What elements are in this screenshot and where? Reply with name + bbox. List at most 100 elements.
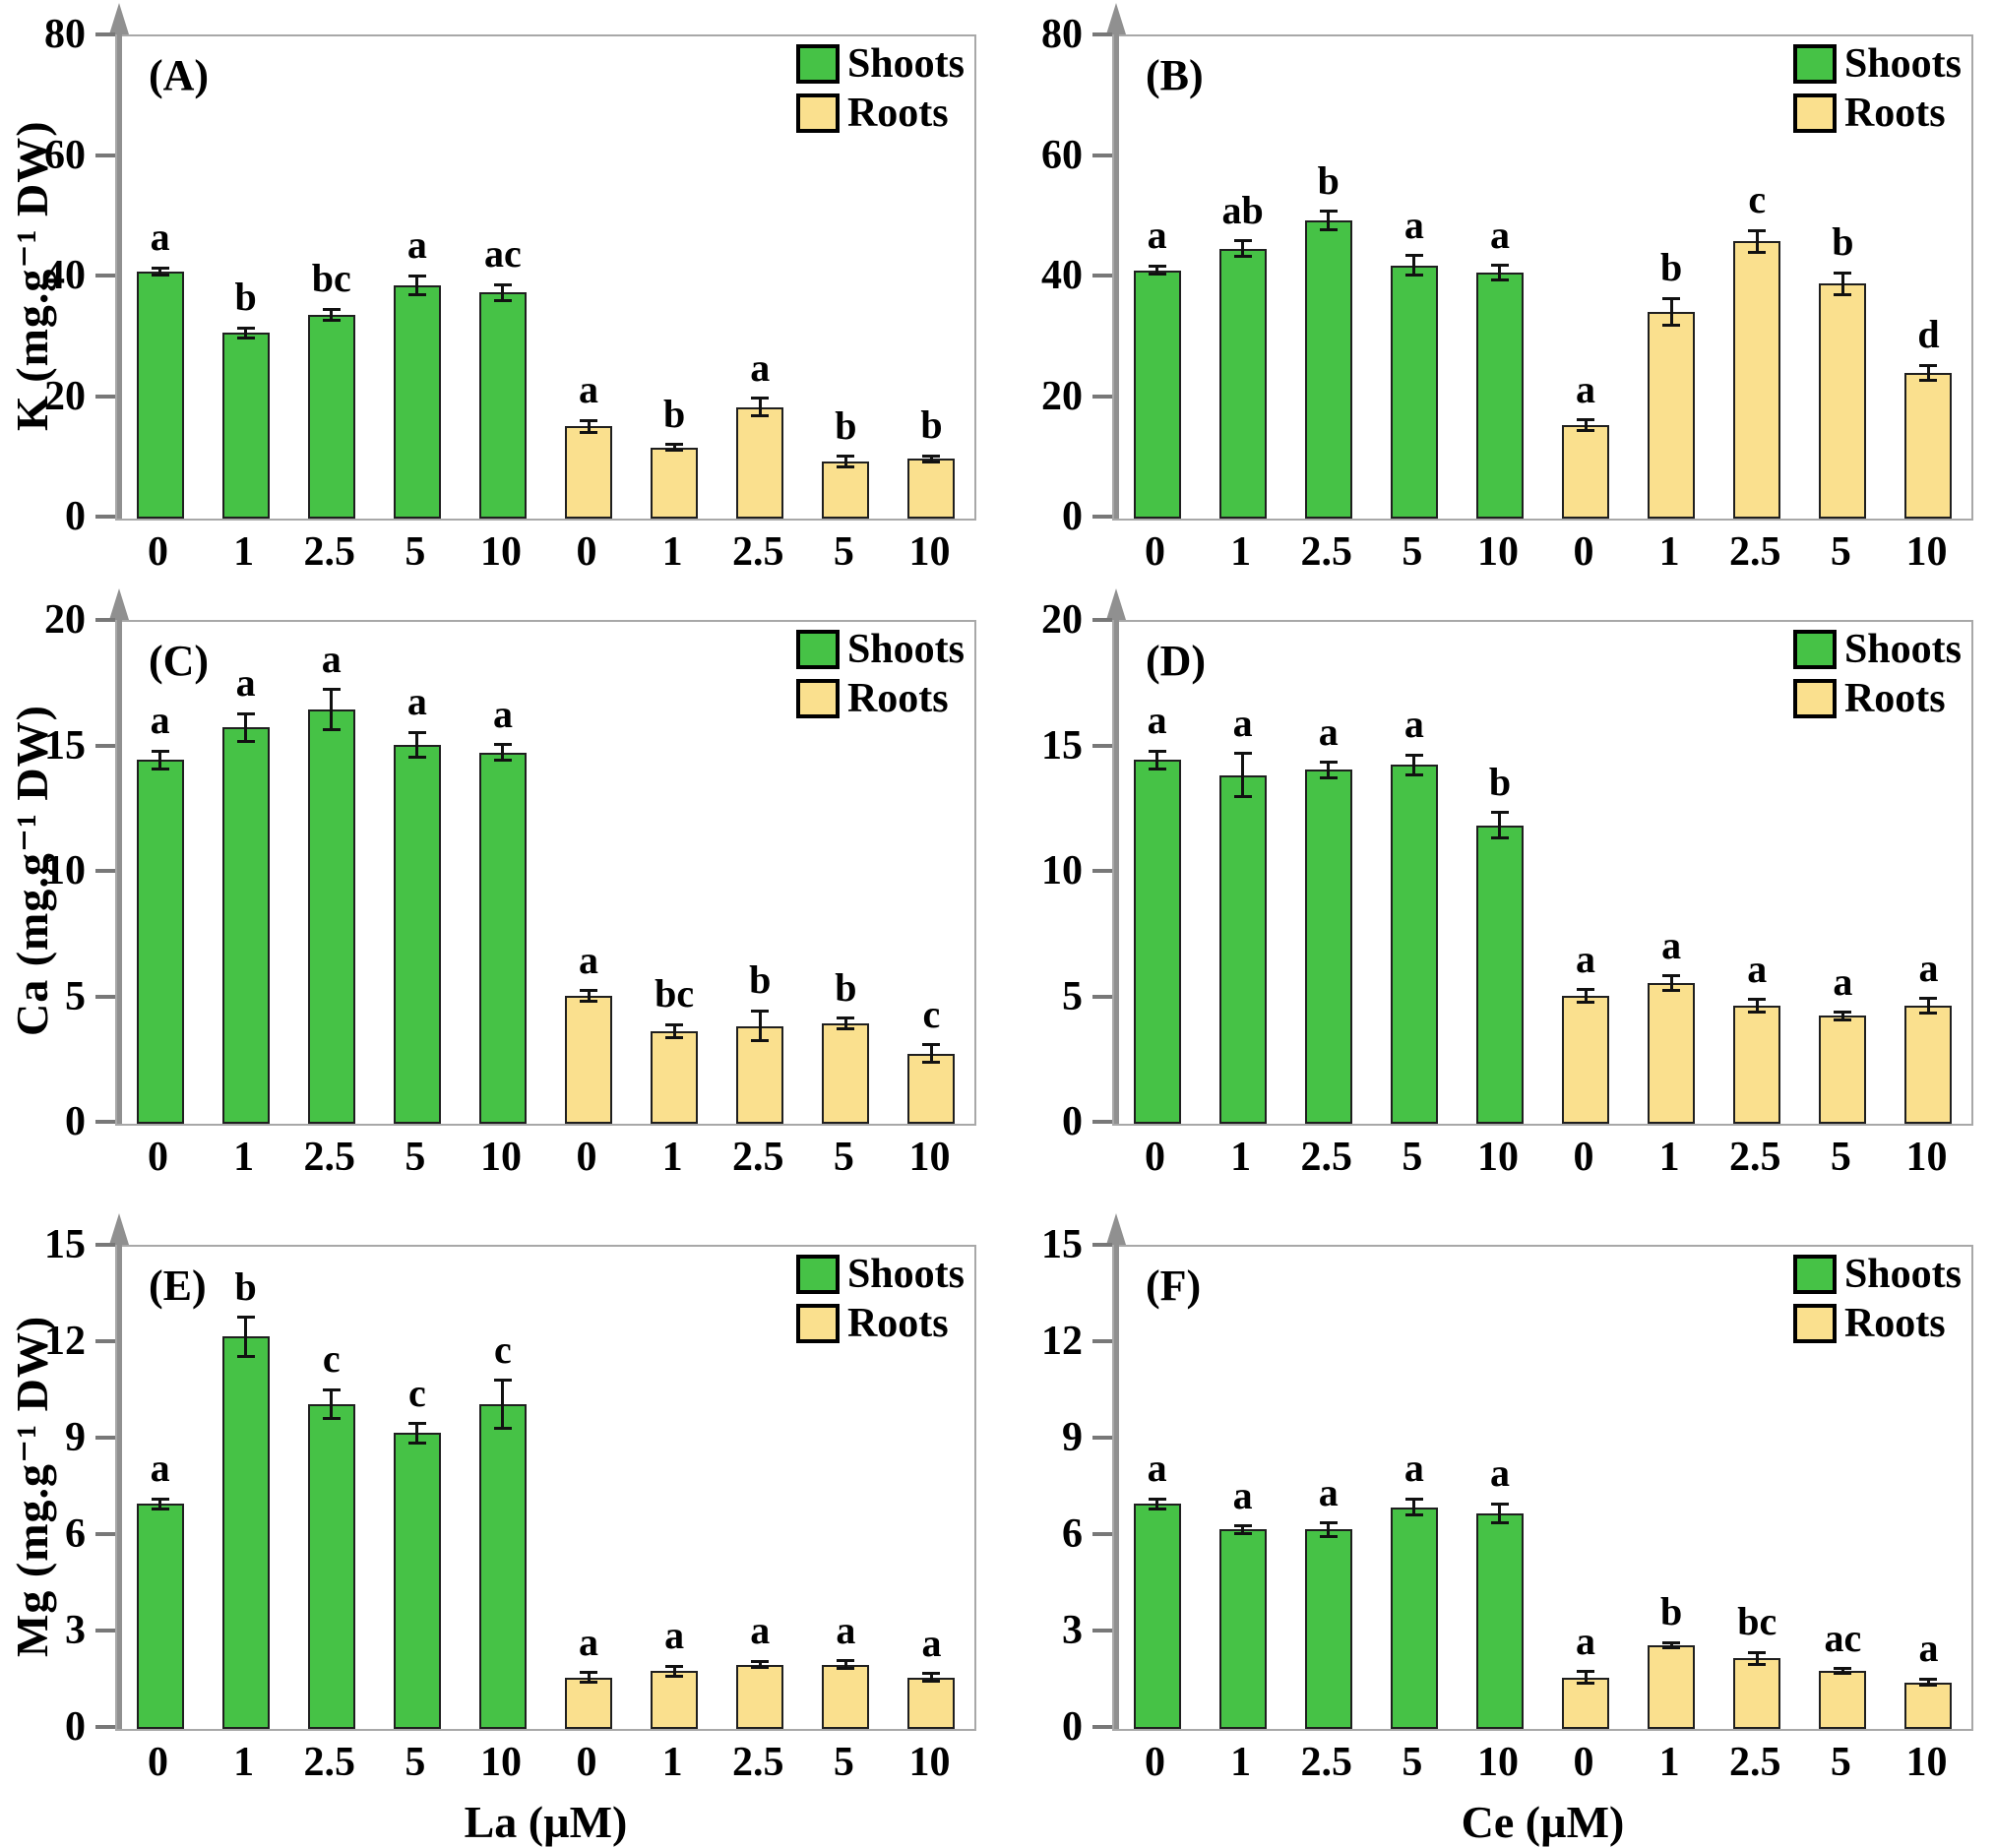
x-tick-label: 10 — [908, 1740, 951, 1785]
error-bar-cap — [1319, 1521, 1338, 1525]
y-tick-label: 3 — [65, 1608, 86, 1653]
sig-letter: c — [322, 1336, 341, 1382]
sig-letter: b — [835, 964, 857, 1010]
sig-letter: a — [1147, 1446, 1167, 1491]
sig-letter: b — [663, 391, 686, 436]
error-bar — [587, 990, 591, 1002]
error-bar-cap — [1490, 1502, 1509, 1506]
sig-letter: a — [1318, 708, 1339, 754]
error-bar — [758, 1011, 762, 1041]
bar-roots-0 — [1562, 425, 1610, 519]
error-bar-cap — [922, 1680, 941, 1684]
error-bar — [758, 398, 762, 416]
bar-shoots-2.5 — [1304, 1529, 1352, 1729]
error-bar-cap — [1748, 1662, 1767, 1666]
error-bar-cap — [665, 449, 684, 453]
error-bar-cap — [922, 1672, 941, 1676]
y-tick-label: 80 — [44, 12, 86, 57]
plot-area: (E) Shoots Roots a b c c c a a a a a — [109, 1213, 976, 1731]
error-bar — [1840, 1012, 1844, 1020]
error-bar-cap — [1148, 264, 1166, 268]
y-tick-label: 0 — [1062, 494, 1083, 539]
sig-letter: b — [1660, 1589, 1683, 1634]
x-tick-label: 1 — [661, 529, 683, 575]
error-bar-cap — [1233, 794, 1252, 798]
y-tick-mark — [1092, 1243, 1112, 1247]
error-bar — [1412, 255, 1416, 276]
error-bar — [1926, 1679, 1930, 1686]
sig-letter: a — [1918, 945, 1939, 990]
sig-letter: a — [1576, 936, 1596, 981]
x-tick-label: 2.5 — [732, 1740, 784, 1785]
bar-roots-5 — [822, 462, 870, 519]
y-tick-label: 15 — [1041, 722, 1083, 769]
error-bar-cap — [151, 266, 169, 270]
y-tick-mark — [95, 394, 115, 399]
error-bar-cap — [1834, 1672, 1852, 1676]
y-axis-line — [117, 32, 122, 519]
error-bar-cap — [580, 1671, 598, 1675]
error-bar-cap — [1148, 1507, 1166, 1510]
error-bar — [1669, 975, 1673, 991]
sig-letter: c — [922, 991, 941, 1036]
x-tick-label: 2.5 — [1729, 529, 1781, 575]
x-tick-label: 1 — [1230, 1740, 1252, 1785]
bar-roots-2.5 — [1733, 241, 1781, 519]
sig-letter: a — [406, 222, 427, 268]
bar-roots-5 — [1819, 1016, 1867, 1124]
error-bar-cap — [665, 1674, 684, 1678]
bar-shoots-1 — [1218, 248, 1267, 519]
error-bar-cap — [580, 418, 598, 422]
error-bar-cap — [1919, 363, 1938, 367]
x-tick-label: 5 — [833, 1135, 854, 1180]
error-bar-cap — [1404, 773, 1423, 777]
error-bar-cap — [1148, 767, 1166, 770]
y-tick-label: 40 — [44, 253, 86, 298]
x-tick-label: 10 — [1476, 1135, 1519, 1180]
x-tick-label: 10 — [479, 529, 522, 575]
legend-label-roots: Roots — [1843, 676, 1946, 721]
legend-entry-roots: Roots — [1792, 676, 1962, 721]
x-tick-label: 0 — [576, 529, 597, 575]
y-tick-mark — [95, 153, 115, 157]
y-tick-mark — [95, 1243, 115, 1247]
x-axis-title: Ce (µM) — [1461, 1797, 1625, 1847]
error-bar — [1327, 762, 1331, 778]
bar-shoots-1 — [221, 333, 270, 519]
bar-roots-0 — [565, 1677, 613, 1729]
sig-letter: a — [750, 1608, 771, 1653]
x-tick-label: 10 — [479, 1740, 522, 1785]
y-tick-mark — [95, 994, 115, 999]
x-tick-label: 2.5 — [303, 1740, 356, 1785]
sig-letter: bc — [311, 256, 351, 301]
legend-label-roots: Roots — [1843, 91, 1946, 136]
bar-shoots-0 — [136, 760, 184, 1124]
bar-shoots-2.5 — [1304, 219, 1352, 519]
x-tick-label: 2.5 — [303, 1135, 356, 1180]
panel-letter: (B) — [1146, 51, 1204, 99]
y-axis-arrow-icon — [1106, 588, 1126, 620]
plot-area: (A) Shoots Roots a b bc a ac a b a b b — [109, 3, 976, 521]
x-tick-label: 0 — [576, 1135, 597, 1180]
error-bar-cap — [1319, 761, 1338, 765]
x-tick-label: 1 — [1658, 529, 1680, 575]
x-tick-label: 0 — [1573, 529, 1594, 575]
y-tick-mark — [1092, 1629, 1112, 1632]
error-bar-cap — [322, 307, 341, 311]
bar-shoots-5 — [1390, 265, 1438, 519]
error-bar — [929, 456, 933, 462]
bar-roots-5 — [822, 1023, 870, 1124]
error-bar — [587, 420, 591, 433]
error-bar-cap — [1233, 1531, 1252, 1535]
plot-area: (F) Shoots Roots a a a a a a b bc ac a — [1106, 1213, 1973, 1731]
x-tick-label: 10 — [479, 1135, 522, 1180]
y-tick-mark — [95, 274, 115, 277]
y-tick-label: 10 — [1041, 848, 1083, 893]
error-bar — [1327, 1522, 1331, 1536]
sig-letter: c — [1748, 177, 1767, 222]
x-tick-label: 2.5 — [732, 529, 784, 575]
legend-entry-shoots: Shoots — [795, 627, 965, 672]
y-axis-line — [117, 1243, 122, 1729]
sig-letter: a — [1489, 212, 1510, 257]
